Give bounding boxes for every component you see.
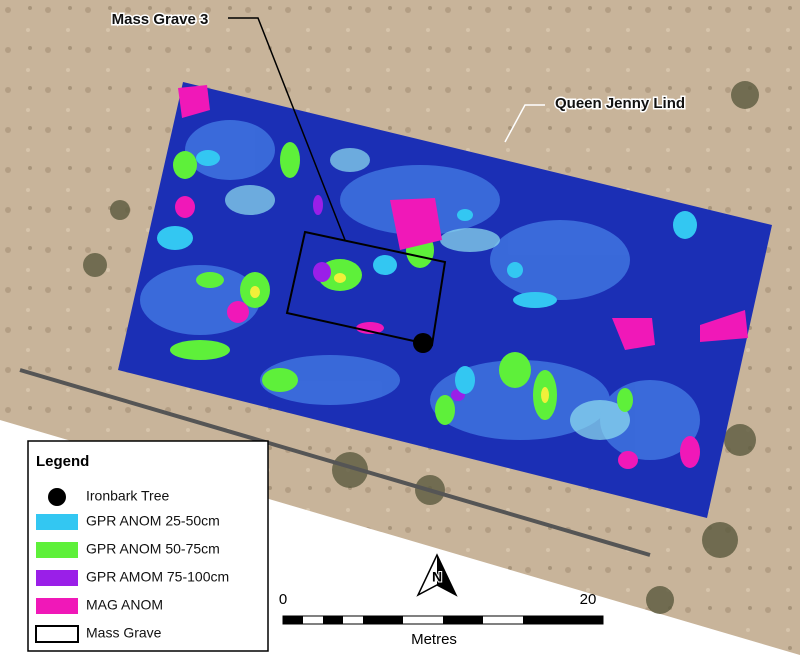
legend-item: Mass Grave [86, 625, 162, 641]
leader-line [504, 104, 545, 143]
legend-item: GPR AMOM 75-100cm [86, 569, 229, 585]
scale-end: 20 [580, 591, 597, 608]
legend-item: Ironbark Tree [86, 488, 169, 504]
scale-start: 0 [279, 591, 287, 608]
legend-item: GPR ANOM 50-75cm [86, 541, 220, 557]
ironbark-tree [413, 333, 433, 353]
landmark-label: Queen Jenny Lind [555, 95, 685, 112]
legend: Legend Ironbark Tree GPR ANOM 25-50cm GP… [27, 440, 269, 652]
fence [19, 368, 651, 557]
legend-item: GPR ANOM 25-50cm [86, 513, 220, 529]
north-arrow: N [416, 553, 458, 597]
north-label: N [432, 569, 442, 585]
survey-grid [118, 82, 772, 518]
legend-item: MAG ANOM [86, 597, 163, 613]
legend-title: Legend [36, 453, 89, 470]
site-label: Mass Grave 3 [112, 11, 209, 28]
scale-bar: 0 20 Metres [279, 591, 604, 648]
leader-line [228, 17, 346, 241]
scale-unit: Metres [411, 631, 457, 648]
